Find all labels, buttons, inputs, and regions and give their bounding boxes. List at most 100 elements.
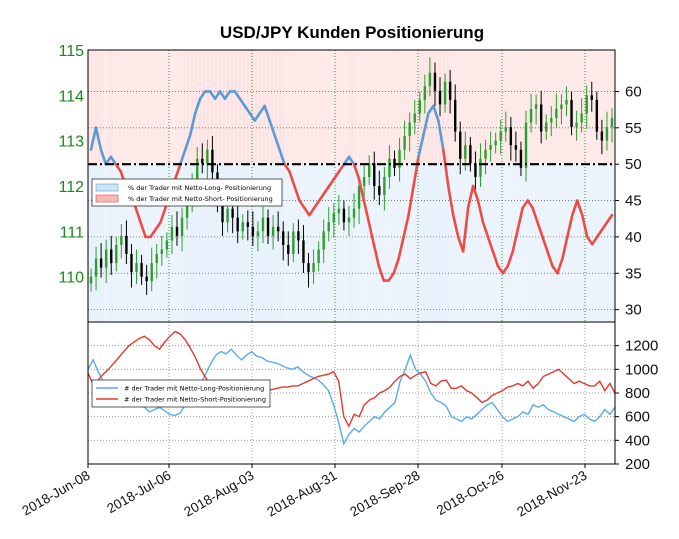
sentiment-segment xyxy=(288,170,296,188)
right-tick-label: 200 xyxy=(625,456,650,473)
band-lower xyxy=(594,164,601,322)
band-upper xyxy=(514,50,520,165)
sentiment-segment xyxy=(595,228,604,239)
band-upper xyxy=(534,50,541,165)
band-upper xyxy=(133,50,139,165)
sentiment-segment xyxy=(114,162,123,173)
candle-body xyxy=(605,127,609,141)
band-lower xyxy=(374,164,380,322)
right-tick-label: 1000 xyxy=(625,361,658,378)
sentiment-segment xyxy=(362,199,371,224)
right-tick-label: 35 xyxy=(625,265,642,282)
band-lower xyxy=(303,164,310,322)
sentiment-segment xyxy=(357,177,366,202)
sentiment-segment xyxy=(139,221,147,239)
sentiment-segment xyxy=(283,162,291,173)
band-lower xyxy=(574,164,581,322)
right-tick-label: 45 xyxy=(625,193,642,210)
sentiment-segment xyxy=(600,221,609,231)
candle-body xyxy=(418,99,421,114)
band-lower xyxy=(168,164,174,322)
sentiment-segment xyxy=(377,264,386,282)
candle-body xyxy=(347,217,351,223)
sentiment-segment xyxy=(561,235,569,261)
band-lower xyxy=(564,164,571,322)
right-axis-ticks: 30 35 40 45 50 55 60 xyxy=(615,83,642,319)
band-lower xyxy=(504,164,510,322)
long-count-line xyxy=(87,348,616,446)
candle-body xyxy=(322,231,325,250)
sentiment-segment xyxy=(605,213,614,224)
sentiment-segment xyxy=(183,133,192,151)
sentiment-legend: % der Trader mit Netto-Long- Positionier… xyxy=(91,178,283,207)
band-upper xyxy=(158,50,164,165)
band-upper xyxy=(589,50,596,165)
candle-body xyxy=(99,258,103,268)
candle-body xyxy=(292,231,295,254)
band-upper xyxy=(444,50,450,165)
candle-body xyxy=(600,131,604,141)
sentiment-segment xyxy=(342,155,351,166)
band-lower xyxy=(93,164,99,322)
band-upper xyxy=(354,50,360,165)
band-lower xyxy=(469,164,475,322)
x-tick-label: 2018-Jul-06 xyxy=(104,468,173,517)
band-lower xyxy=(308,164,315,322)
sentiment-segment xyxy=(387,271,395,282)
candle-body xyxy=(448,81,452,100)
sentiment-segment xyxy=(392,257,400,275)
band-lower xyxy=(354,164,360,322)
sentiment-segment xyxy=(372,242,381,268)
band-lower xyxy=(514,164,520,322)
candle-body xyxy=(231,208,234,218)
candle-body xyxy=(443,81,447,105)
band-upper xyxy=(253,50,259,165)
band-upper xyxy=(233,50,239,165)
band-lower xyxy=(404,164,410,322)
candle-body xyxy=(327,222,330,232)
sentiment-segment xyxy=(218,90,227,101)
candle-body xyxy=(165,240,169,250)
band-upper xyxy=(464,50,470,165)
sentiment-segment xyxy=(506,250,515,268)
candle-body xyxy=(499,131,502,141)
sentiment-segment xyxy=(337,162,346,173)
band-lower xyxy=(364,164,370,322)
candle-body xyxy=(125,235,128,254)
candle-body xyxy=(150,263,153,282)
candle-body xyxy=(362,176,366,186)
sentiment-segment xyxy=(94,126,103,151)
sentiment-segment xyxy=(149,228,157,239)
band-upper xyxy=(218,50,224,165)
sentiment-segment xyxy=(332,170,341,181)
candle-body xyxy=(408,122,411,137)
sentiment-segment xyxy=(159,206,167,224)
band-lower xyxy=(474,164,480,322)
sentiment-segment xyxy=(422,111,430,137)
legend-label: % der Trader mit Netto-Long- Positionier… xyxy=(128,184,271,192)
candle-body xyxy=(519,149,523,168)
candle-body xyxy=(590,95,593,100)
candle-body xyxy=(423,86,427,100)
band-upper xyxy=(313,50,320,165)
band-upper xyxy=(278,50,285,165)
sentiment-segment xyxy=(174,162,182,181)
band-upper xyxy=(98,50,104,165)
x-axis-ticks: 2018-Jun-08 2018-Jul-06 2018-Aug-03 2018-Au… xyxy=(19,464,590,520)
candle-body xyxy=(509,127,513,146)
band-lower xyxy=(434,164,440,322)
sentiment-segment xyxy=(109,155,118,166)
band-upper xyxy=(343,50,350,165)
band-lower xyxy=(389,164,395,322)
band-lower xyxy=(268,164,275,322)
band-lower xyxy=(599,164,606,322)
sentiment-segment xyxy=(432,104,440,122)
left-tick-label: 115 xyxy=(58,43,84,60)
candle-body xyxy=(211,149,214,173)
band-lower xyxy=(328,164,335,322)
candle-body xyxy=(175,226,179,236)
candle-body xyxy=(575,122,578,128)
band-upper xyxy=(283,50,290,165)
band-upper xyxy=(338,50,345,165)
candle-body xyxy=(271,226,275,236)
